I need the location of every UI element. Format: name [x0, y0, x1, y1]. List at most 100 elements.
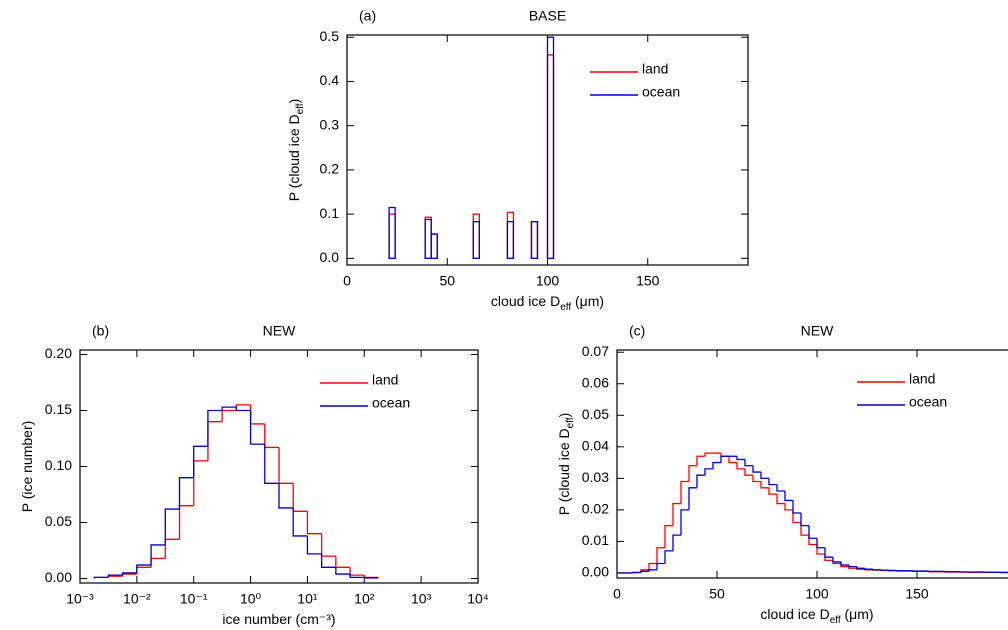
histogram-step: [221, 409, 237, 422]
histogram-step: [864, 568, 873, 570]
x-axis-label-part: ice number (cm⁻³): [222, 611, 335, 627]
histogram-step: [292, 483, 308, 512]
histogram-step: [249, 410, 265, 445]
histogram-step: [848, 565, 857, 568]
histogram-step: [235, 407, 251, 412]
y-tick-label: 0.20: [45, 345, 72, 361]
histogram-step: [349, 567, 365, 576]
histogram-step: [207, 421, 223, 461]
bar: [472, 213, 480, 260]
bar: [430, 233, 438, 260]
bar: [546, 54, 555, 260]
histogram-step: [320, 533, 336, 557]
histogram-step: [306, 535, 322, 555]
histogram-step: [816, 538, 825, 549]
histogram-step: [664, 550, 673, 564]
bar: [388, 213, 396, 260]
bar: [546, 36, 555, 260]
y-tick-label: 0.10: [45, 457, 72, 473]
y-tick-label: 0.0: [320, 249, 340, 265]
histogram-step: [121, 572, 137, 576]
histogram-step: [278, 483, 294, 509]
x-tick-label: 50: [709, 586, 725, 602]
histogram-step: [363, 577, 379, 579]
bar: [388, 206, 396, 260]
histogram-step: [792, 509, 801, 524]
histogram-step: [664, 525, 673, 548]
histogram-step: [776, 494, 785, 505]
histogram-step: [752, 475, 761, 483]
histogram-step: [856, 566, 865, 569]
histogram-step: [712, 461, 721, 469]
histogram-step: [306, 511, 322, 535]
x-axis-label: cloud ice Deff (μm): [760, 606, 873, 626]
histogram-step: [164, 508, 180, 545]
histogram-step: [720, 455, 729, 463]
x-tick-label: 10³: [411, 591, 432, 607]
histogram-step: [680, 509, 689, 536]
histogram-step: [776, 484, 785, 492]
y-axis-label: P (ice number): [19, 421, 35, 513]
histogram-step: [704, 452, 713, 457]
bar: [472, 221, 480, 260]
y-tick-label: 0.04: [582, 438, 609, 454]
x-tick-label: 10²: [354, 591, 375, 607]
histogram-step: [235, 404, 251, 411]
x-tick-label: 0: [343, 273, 351, 289]
legend-label: ocean: [642, 84, 680, 100]
histogram-step: [648, 562, 657, 570]
y-tick-label: 0.1: [320, 205, 340, 221]
x-tick-label: 10⁴: [467, 591, 489, 607]
histogram-step: [136, 566, 152, 575]
x-tick-label: 100: [536, 273, 560, 289]
y-tick-label: 0.03: [582, 469, 609, 485]
legend-label: land: [909, 371, 935, 387]
histogram-step: [335, 556, 351, 568]
histogram-step: [335, 567, 351, 575]
histogram-step: [656, 562, 665, 570]
histogram-step: [150, 544, 166, 566]
histogram-step: [752, 465, 761, 473]
histogram-step: [824, 547, 833, 558]
x-axis-label: cloud ice Deff (μm): [491, 293, 604, 313]
y-tick-label: 0.00: [45, 569, 72, 585]
x-axis-label-part: eff: [560, 302, 571, 313]
histogram-step: [688, 487, 697, 510]
y-axis-label-part: ): [286, 99, 302, 104]
y-axis-label-part: P (cloud ice D: [286, 114, 302, 201]
histogram-step: [728, 456, 737, 464]
x-tick-label: 10⁻¹: [180, 591, 208, 607]
bar: [424, 218, 432, 260]
histogram-step: [107, 574, 123, 578]
histogram-step: [736, 462, 745, 470]
histogram-step: [363, 575, 379, 579]
histogram-step: [640, 570, 649, 573]
histogram-step: [872, 569, 881, 571]
x-tick-label: 150: [636, 273, 660, 289]
y-axis-label-part: eff: [295, 103, 306, 114]
histogram-step: [93, 576, 109, 579]
y-axis-label-part: eff: [565, 417, 576, 428]
legend-label: ocean: [372, 395, 410, 411]
y-axis-label: P (cloud ice Deff): [286, 99, 306, 202]
panel-label: (b): [92, 323, 109, 339]
histogram-step: [292, 507, 308, 537]
histogram-step: [760, 472, 769, 479]
histogram-step: [349, 574, 365, 579]
bar: [424, 216, 432, 260]
legend-label: land: [642, 61, 668, 77]
legend-label: ocean: [909, 394, 947, 410]
histogram-step: [136, 564, 152, 573]
histogram-step: [744, 459, 753, 467]
histogram-step: [221, 406, 237, 411]
histogram-step: [696, 455, 705, 466]
histogram-step: [744, 468, 753, 476]
x-tick-label: 0: [613, 586, 621, 602]
y-tick-label: 0.05: [582, 406, 609, 422]
histogram-step: [800, 513, 809, 527]
histogram-step: [278, 447, 294, 484]
y-axis-label: P (cloud ice Deff): [556, 413, 576, 516]
histogram-step: [193, 460, 208, 506]
chart-title: BASE: [529, 8, 566, 24]
